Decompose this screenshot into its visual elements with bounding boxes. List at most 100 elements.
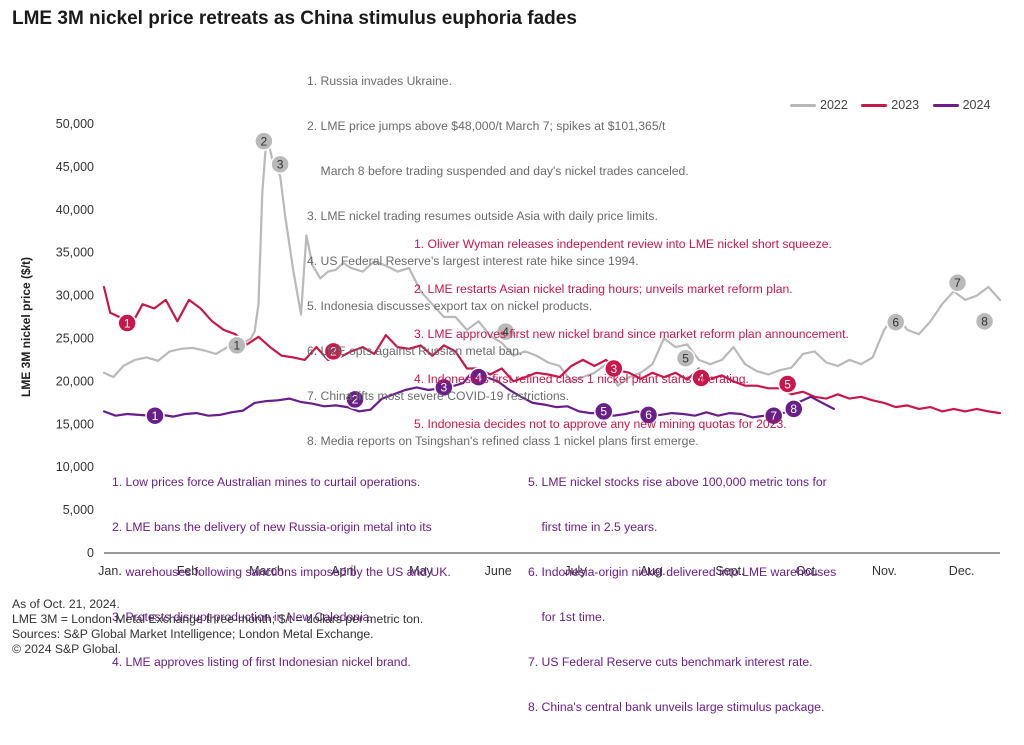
event-marker-label: 7 xyxy=(770,409,777,423)
event-marker-2022-6 xyxy=(885,312,906,332)
annotation-2024-line: first time in 2.5 years. xyxy=(528,520,658,534)
event-marker-label: 5 xyxy=(682,352,689,366)
event-marker-2023-3 xyxy=(604,358,624,379)
x-tick-label: July xyxy=(564,564,587,578)
event-marker-2024-7 xyxy=(763,405,784,426)
event-marker-label: 3 xyxy=(441,381,448,395)
event-marker-2023-5 xyxy=(777,374,798,394)
event-marker-label: 2 xyxy=(352,393,359,407)
annotations-2023: 1. Oliver Wyman releases independent rev… xyxy=(414,207,849,462)
annotation-2023-line: 3. LME approves first new nickel brand s… xyxy=(414,327,849,341)
annotations-2022: 1. Russia invades Ukraine. 2. LME price … xyxy=(307,44,699,479)
event-marker-2024-8 xyxy=(784,399,804,419)
series-line-2022 xyxy=(102,140,1002,387)
event-marker-label: 1 xyxy=(234,339,241,353)
event-marker-2022-2 xyxy=(254,131,274,151)
chart-title: LME 3M nickel price retreats as China st… xyxy=(12,8,577,29)
event-marker-label: 6 xyxy=(645,408,652,422)
x-tick-label: Jan. xyxy=(98,564,122,578)
y-axis-label: LME 3M nickel price ($/t) xyxy=(19,256,33,397)
event-marker-2023-4 xyxy=(691,368,711,388)
event-marker-2022-5 xyxy=(675,348,696,368)
annotations-2024-right: 5. LME nickel stocks rise above 100,000 … xyxy=(528,445,836,745)
event-marker-2024-6 xyxy=(638,405,659,425)
annotation-2024-line: warehouses following sanctions imposed b… xyxy=(112,565,451,579)
event-marker-2023-1 xyxy=(117,313,137,333)
annotation-2022-line: 6. LME opts against Russian metal ban. xyxy=(307,344,523,358)
y-tick-label: 25,000 xyxy=(56,332,94,346)
annotation-2024-line: 7. US Federal Reserve cuts benchmark int… xyxy=(528,655,813,669)
annotation-2022-line: 1. Russia invades Ukraine. xyxy=(307,74,452,88)
series-line-2023 xyxy=(102,285,1002,415)
event-marker-2022-7 xyxy=(947,272,968,293)
event-marker-label: 8 xyxy=(981,315,988,329)
annotation-2022-line: 3. LME nickel trading resumes outside As… xyxy=(307,209,658,223)
x-tick-label: Oct. xyxy=(796,564,819,578)
y-tick-label: 0 xyxy=(87,546,94,560)
event-marker-label: 8 xyxy=(790,402,797,416)
x-tick-label: Sept. xyxy=(715,564,744,578)
annotation-2024-line: 4. LME approves listing of first Indones… xyxy=(112,655,411,669)
event-marker-label: 3 xyxy=(610,362,617,376)
annotation-2022-line: March 8 before trading suspended and day… xyxy=(307,164,689,178)
annotation-2022-line: 8. Media reports on Tsingshan's refined … xyxy=(307,434,699,448)
event-marker-2024-2 xyxy=(345,389,365,410)
annotation-2023-line: 1. Oliver Wyman releases independent rev… xyxy=(414,237,832,251)
annotation-2022-line: 2. LME price jumps above $48,000/t March… xyxy=(307,119,666,133)
annotations-2024-left: 1. Low prices force Australian mines to … xyxy=(112,445,451,700)
annotation-2022-line: 5. Indonesia discusses export tax on nic… xyxy=(307,299,593,313)
x-tick-label: Nov. xyxy=(872,564,897,578)
event-marker-2024-4 xyxy=(468,367,489,387)
annotation-2024-line: 6. Indonesia-origin nickel delivered int… xyxy=(528,565,837,579)
x-tick-label: May xyxy=(409,564,433,578)
annotation-2023-line: 5. Indonesia decides not to approve any … xyxy=(414,417,787,431)
annotation-2024-line: 1. Low prices force Australian mines to … xyxy=(112,475,421,489)
y-tick-label: 15,000 xyxy=(56,417,94,431)
event-marker-2022-3 xyxy=(270,154,290,175)
legend-item-2023: 2023 xyxy=(861,98,919,112)
chart-plot: 0 5,000 10,000 15,000 20,000 25,000 30,000 35,0… xyxy=(56,117,1002,578)
annotation-2024-line: 8. China's central bank unveils large st… xyxy=(528,700,825,714)
footnote-sources: Sources: S&P Global Market Intelligence;… xyxy=(12,627,374,641)
annotation-2022-line: 7. China lifts most severe COVID-19 rest… xyxy=(307,389,570,403)
event-marker-2022-1 xyxy=(227,335,247,356)
y-tick-label: 45,000 xyxy=(56,160,94,174)
x-tick-label: March xyxy=(249,564,284,578)
y-tick-label: 10,000 xyxy=(56,460,94,474)
legend-label-2023: 2023 xyxy=(891,98,920,112)
event-marker-2022-8 xyxy=(974,311,995,332)
footnote-date: As of Oct. 21, 2024. xyxy=(12,597,120,611)
legend-swatch-2022 xyxy=(790,104,816,108)
legend-item-2022: 2022 xyxy=(790,98,848,112)
footnote-definition: LME 3M = London Metal Exchange three-mon… xyxy=(12,612,424,626)
y-tick-label: 50,000 xyxy=(56,117,94,131)
event-marker-2022-4 xyxy=(495,321,516,342)
event-marker-label: 5 xyxy=(784,377,791,391)
annotation-2024-line: for 1st time. xyxy=(528,610,606,624)
event-marker-2024-1 xyxy=(145,405,165,426)
footnotes: As of Oct. 21, 2024. LME 3M = London Met… xyxy=(12,597,423,657)
y-tick-label: 35,000 xyxy=(56,246,94,260)
y-tick-label: 30,000 xyxy=(56,289,94,303)
event-marker-2023-2 xyxy=(323,341,344,362)
y-tick-label: 40,000 xyxy=(56,203,94,217)
y-tick-label: 5,000 xyxy=(63,503,94,517)
legend-item-2024: 2024 xyxy=(932,98,991,112)
event-marker-label: 2 xyxy=(330,345,337,359)
x-tick-label: June xyxy=(485,564,512,578)
annotation-2024-line: 3. Protests disrupt production in New Ca… xyxy=(112,610,373,624)
event-marker-label: 1 xyxy=(152,409,159,423)
event-marker-label: 5 xyxy=(600,405,607,419)
event-marker-label: 2 xyxy=(261,134,268,148)
x-tick-label: Dec. xyxy=(949,564,975,578)
annotation-2022-line: 4. US Federal Reserve's largest interest… xyxy=(307,254,639,268)
y-tick-label: 20,000 xyxy=(56,374,94,388)
event-marker-label: 4 xyxy=(502,325,509,339)
x-tick-label: Aug. xyxy=(640,564,666,578)
annotation-2023-line: 2. LME restarts Asian nickel trading hou… xyxy=(414,282,793,296)
legend-label-2022: 2022 xyxy=(820,98,848,112)
chart-figure: LME 3M nickel price retreats as China st… xyxy=(12,8,1002,714)
legend-label-2024: 2024 xyxy=(962,98,991,112)
event-marker-2024-3 xyxy=(434,377,454,398)
legend-swatch-2023 xyxy=(861,104,888,108)
